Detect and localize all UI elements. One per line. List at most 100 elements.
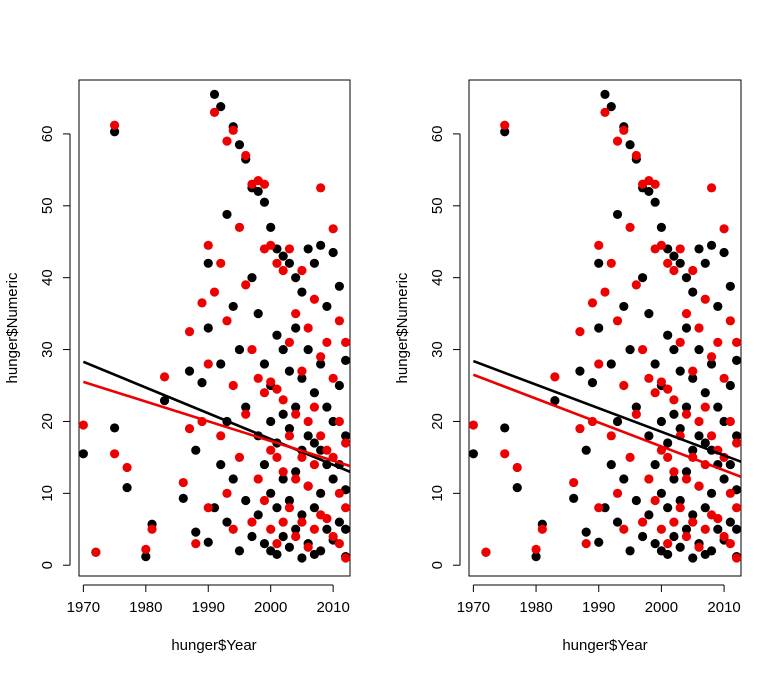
data-point bbox=[291, 402, 301, 412]
data-point bbox=[322, 513, 332, 524]
data-point bbox=[234, 546, 245, 556]
data-point bbox=[334, 316, 344, 326]
data-point bbox=[297, 517, 307, 527]
data-point bbox=[631, 150, 641, 161]
data-point bbox=[612, 136, 623, 146]
data-point bbox=[594, 240, 604, 250]
data-point bbox=[681, 309, 692, 319]
data-point bbox=[688, 373, 698, 383]
data-point bbox=[303, 542, 313, 552]
data-point bbox=[612, 416, 623, 427]
data-point bbox=[719, 373, 729, 383]
data-point bbox=[266, 222, 276, 232]
data-point bbox=[234, 344, 245, 355]
data-point bbox=[216, 258, 226, 268]
data-point bbox=[725, 517, 735, 527]
y-tick-label: 20 bbox=[429, 413, 446, 430]
data-point bbox=[341, 438, 351, 448]
data-point bbox=[675, 258, 685, 268]
data-point bbox=[656, 524, 667, 534]
data-point bbox=[625, 546, 635, 556]
data-point bbox=[732, 337, 742, 347]
data-point bbox=[284, 244, 295, 254]
data-point bbox=[606, 459, 616, 470]
data-point bbox=[322, 301, 332, 312]
data-point bbox=[228, 474, 238, 484]
data-point bbox=[656, 416, 667, 427]
data-point bbox=[253, 309, 263, 319]
data-point bbox=[656, 377, 667, 387]
data-point bbox=[78, 449, 88, 459]
data-point bbox=[663, 549, 673, 560]
data-point bbox=[631, 280, 641, 290]
data-point bbox=[650, 388, 660, 398]
data-point bbox=[594, 503, 604, 513]
data-point bbox=[241, 495, 251, 506]
data-point bbox=[278, 517, 288, 527]
data-point bbox=[241, 150, 251, 161]
data-point bbox=[178, 477, 188, 488]
data-point bbox=[297, 287, 307, 297]
data-point bbox=[197, 298, 207, 308]
data-point bbox=[581, 539, 591, 549]
data-point bbox=[669, 517, 679, 527]
data-point bbox=[216, 459, 226, 470]
data-point bbox=[266, 445, 276, 455]
data-point bbox=[700, 258, 710, 268]
data-point bbox=[537, 524, 547, 534]
data-point bbox=[284, 495, 295, 506]
y-tick-label: 60 bbox=[429, 126, 446, 143]
data-point bbox=[681, 409, 692, 419]
data-point bbox=[650, 459, 660, 470]
data-point bbox=[594, 537, 604, 547]
data-point bbox=[328, 373, 338, 383]
data-point bbox=[184, 424, 195, 434]
regression-line-series-2 bbox=[472, 373, 741, 479]
data-point bbox=[650, 179, 660, 189]
data-point bbox=[706, 352, 717, 362]
data-point bbox=[253, 186, 263, 197]
data-point bbox=[706, 488, 717, 498]
data-point bbox=[278, 467, 288, 477]
y-tick-label: 20 bbox=[39, 413, 56, 430]
data-point bbox=[334, 416, 344, 427]
data-point bbox=[291, 309, 301, 319]
data-point bbox=[259, 359, 270, 369]
data-point bbox=[669, 344, 679, 355]
data-point bbox=[278, 265, 288, 276]
plot-frame bbox=[468, 79, 742, 577]
data-point bbox=[234, 140, 245, 150]
data-point bbox=[266, 240, 276, 250]
data-point bbox=[669, 467, 679, 477]
data-point bbox=[700, 438, 710, 448]
data-point bbox=[625, 344, 635, 355]
data-point bbox=[291, 531, 301, 542]
data-point bbox=[619, 301, 629, 312]
data-point bbox=[706, 431, 717, 441]
data-point bbox=[184, 366, 195, 376]
data-point bbox=[575, 366, 585, 376]
data-point bbox=[725, 380, 735, 391]
data-point bbox=[631, 409, 641, 419]
data-point bbox=[222, 209, 232, 220]
data-point bbox=[278, 344, 288, 355]
data-point bbox=[284, 366, 295, 376]
data-point bbox=[291, 323, 301, 333]
data-point bbox=[247, 273, 257, 283]
data-point bbox=[663, 258, 673, 268]
data-point bbox=[581, 527, 591, 537]
data-point bbox=[681, 531, 692, 542]
data-point bbox=[500, 120, 510, 130]
data-point bbox=[675, 542, 685, 552]
data-point bbox=[675, 495, 685, 506]
data-point bbox=[297, 553, 307, 563]
data-point bbox=[259, 495, 270, 506]
data-point bbox=[309, 258, 320, 268]
data-point bbox=[663, 503, 673, 513]
data-point bbox=[550, 396, 560, 406]
data-point bbox=[203, 503, 213, 513]
data-point bbox=[606, 258, 616, 268]
y-axis-label: hunger$Numeric bbox=[394, 272, 411, 383]
data-point bbox=[291, 524, 301, 534]
data-point bbox=[725, 539, 735, 549]
